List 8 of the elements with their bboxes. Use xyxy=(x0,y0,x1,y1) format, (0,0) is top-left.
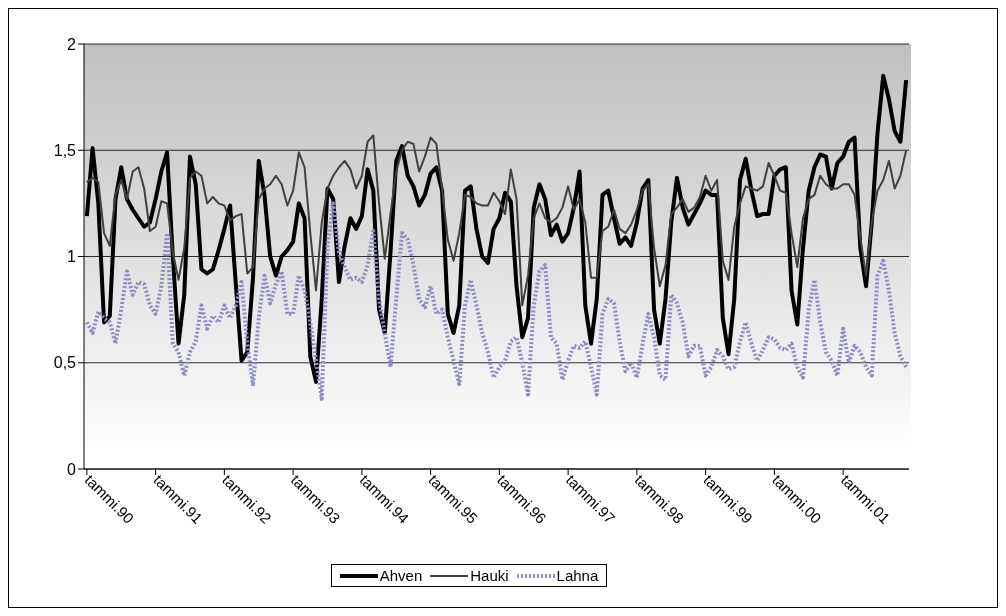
legend-label: Hauki xyxy=(469,567,509,584)
y-tick-label: 1,5 xyxy=(53,141,77,159)
y-tick-label: 2 xyxy=(67,35,77,53)
legend-label: Lahna xyxy=(555,567,599,584)
legend-label: Ahven xyxy=(378,567,423,584)
y-tick-label: 1 xyxy=(67,248,77,266)
y-tick-label: 0 xyxy=(67,460,77,478)
y-tick-label: 0,5 xyxy=(53,354,77,372)
